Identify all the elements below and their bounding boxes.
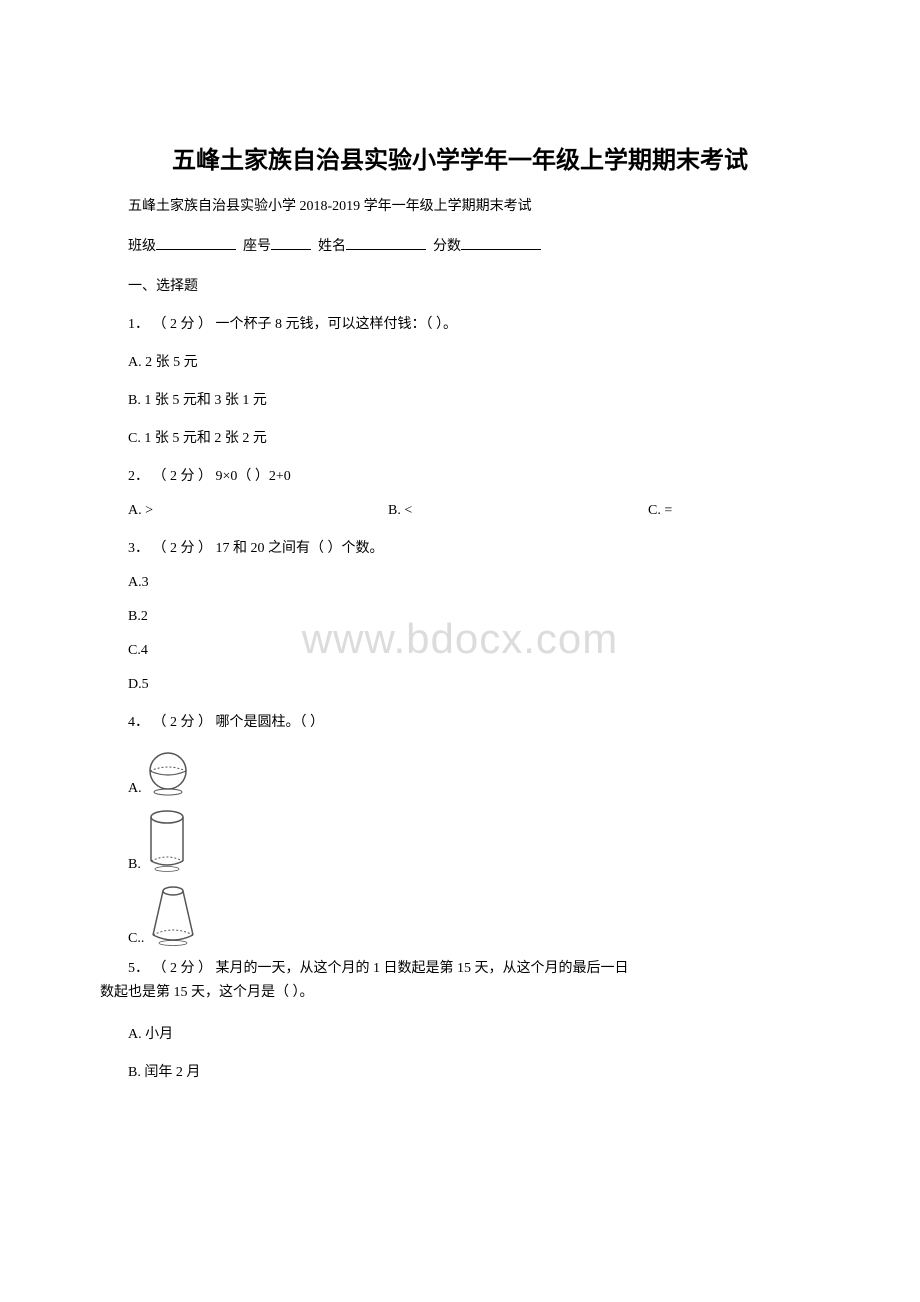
q3-option-b: B.2 bbox=[100, 609, 820, 625]
q1-option-b: B. 1 张 5 元和 3 张 1 元 bbox=[100, 389, 820, 409]
q4-option-b-label: B. bbox=[128, 857, 141, 873]
q5-line1: 5． （ 2 分 ） 某月的一天，从这个月的 1 日数起是第 15 天，从这个月… bbox=[100, 957, 820, 981]
label-name: 姓名 bbox=[318, 239, 346, 254]
frustum-icon bbox=[148, 883, 198, 947]
q2-option-a: A. > bbox=[128, 503, 388, 519]
label-class: 班级 bbox=[128, 239, 156, 254]
q4-prompt: 4． （ 2 分 ） 哪个是圆柱。（ ） bbox=[100, 711, 820, 731]
cylinder-icon bbox=[145, 807, 189, 873]
q5-prompt: 5． （ 2 分 ） 某月的一天，从这个月的 1 日数起是第 15 天，从这个月… bbox=[100, 957, 820, 1005]
q2-prompt: 2． （ 2 分 ） 9×0（ ）2+0 bbox=[100, 465, 820, 485]
blank-score[interactable] bbox=[461, 249, 541, 250]
q3-option-d: D.5 bbox=[100, 677, 820, 693]
q4-option-a: A. bbox=[100, 749, 820, 797]
q1-prompt: 1． （ 2 分 ） 一个杯子 8 元钱，可以这样付钱：（ ）。 bbox=[100, 313, 820, 333]
blank-name[interactable] bbox=[346, 249, 426, 250]
q4-option-b: B. bbox=[100, 807, 820, 873]
q4-option-c: C.. bbox=[100, 883, 820, 947]
q3-prompt: 3． （ 2 分 ） 17 和 20 之间有（ ）个数。 bbox=[100, 537, 820, 557]
q3-option-c: C.4 bbox=[100, 643, 820, 659]
q1-option-c: C. 1 张 5 元和 2 张 2 元 bbox=[100, 427, 820, 447]
document-content: 五峰土家族自治县实验小学学年一年级上学期期末考试 五峰土家族自治县实验小学 20… bbox=[100, 140, 820, 1081]
fill-in-line: 班级 座号 姓名 分数 bbox=[100, 235, 820, 255]
label-seat: 座号 bbox=[243, 239, 271, 254]
label-score: 分数 bbox=[433, 239, 461, 254]
q3-option-a: A.3 bbox=[100, 575, 820, 591]
q5-option-a: A. 小月 bbox=[100, 1023, 820, 1043]
q4-option-c-label: C.. bbox=[128, 931, 144, 947]
blank-class[interactable] bbox=[156, 249, 236, 250]
sphere-icon bbox=[146, 749, 190, 797]
q5-option-b: B. 闰年 2 月 bbox=[100, 1061, 820, 1081]
blank-seat[interactable] bbox=[271, 249, 311, 250]
section-header-1: 一、选择题 bbox=[100, 275, 820, 295]
q5-line2: 数起也是第 15 天，这个月是（ ）。 bbox=[100, 981, 820, 1005]
q2-options-row: A. > B. < C. = bbox=[100, 503, 820, 519]
q1-option-a: A. 2 张 5 元 bbox=[100, 351, 820, 371]
page-title: 五峰土家族自治县实验小学学年一年级上学期期末考试 bbox=[100, 140, 820, 175]
q2-option-c: C. = bbox=[648, 503, 820, 519]
q2-option-b: B. < bbox=[388, 503, 648, 519]
subtitle: 五峰土家族自治县实验小学 2018-2019 学年一年级上学期期末考试 bbox=[100, 195, 820, 215]
q4-option-a-label: A. bbox=[128, 781, 142, 797]
